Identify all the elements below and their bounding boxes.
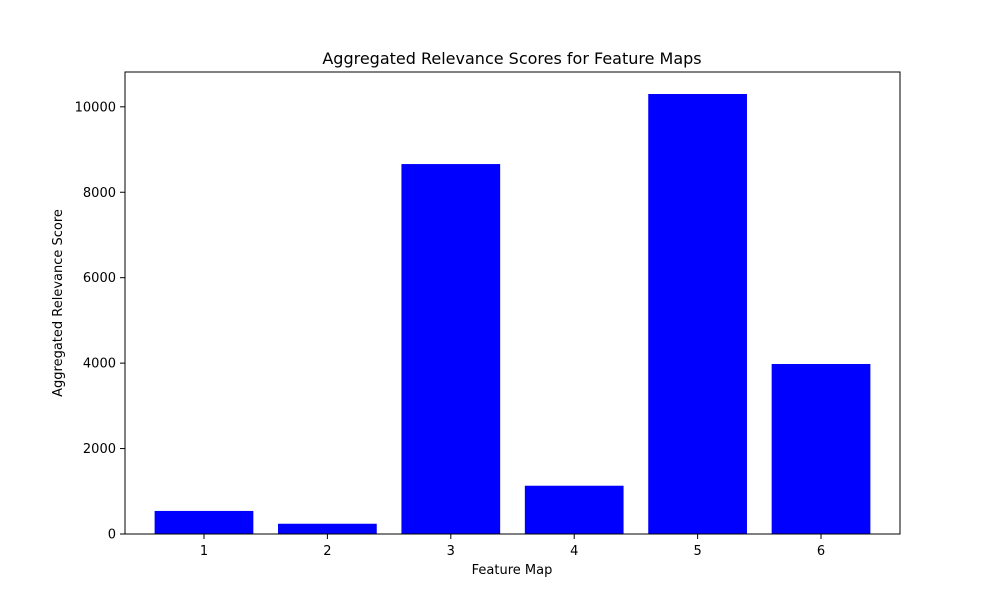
y-tick-label: 2000 [83, 442, 116, 457]
bar-3 [401, 164, 501, 534]
x-tick-label: 3 [447, 544, 455, 559]
bars-layer [154, 94, 871, 534]
bar-6 [771, 363, 871, 534]
y-tick-label: 4000 [83, 357, 116, 372]
x-tick-label: 2 [323, 544, 331, 559]
bar-1 [154, 510, 254, 534]
y-tick-label: 10000 [75, 100, 116, 115]
x-axis-label: Feature Map [472, 563, 553, 578]
x-tick-label: 6 [817, 544, 825, 559]
chart-title: Aggregated Relevance Scores for Feature … [322, 49, 701, 68]
bar-5 [648, 94, 747, 534]
y-axis-label: Aggregated Relevance Score [51, 209, 66, 397]
y-axis: 0 2000 4000 6000 8000 10000 [75, 100, 125, 543]
bar-4 [524, 485, 624, 534]
y-tick-label: 8000 [83, 186, 116, 201]
bar-2 [278, 523, 377, 534]
y-tick-label: 6000 [83, 271, 116, 286]
x-tick-label: 4 [570, 544, 578, 559]
plot-frame [124, 71, 901, 535]
x-axis: 1 2 3 4 5 6 [200, 534, 825, 559]
y-tick-label: 0 [108, 528, 116, 543]
x-tick-label: 5 [693, 544, 701, 559]
x-tick-label: 1 [200, 544, 208, 559]
